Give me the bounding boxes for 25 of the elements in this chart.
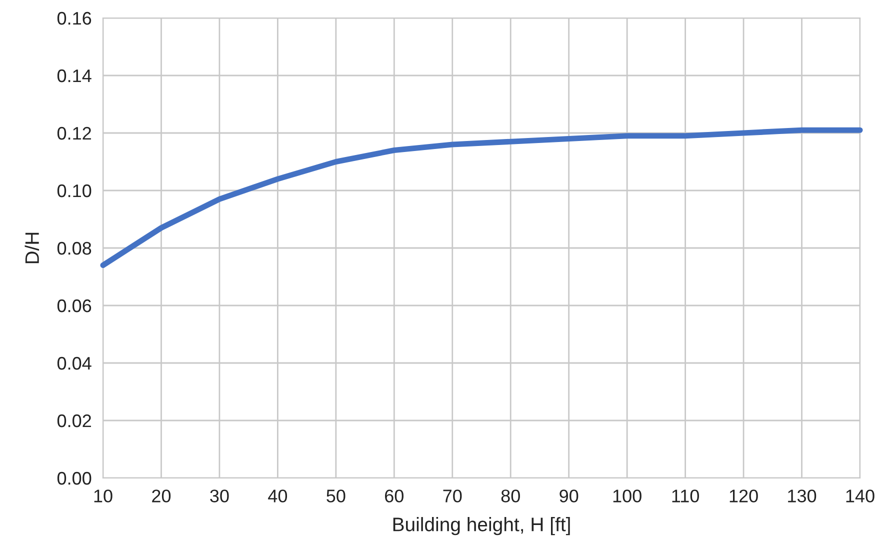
y-tick-label: 0.06 (57, 299, 92, 312)
x-tick-label: 80 (501, 490, 520, 502)
x-tick-label: 10 (94, 490, 112, 502)
x-tick-label: 30 (210, 490, 229, 502)
x-axis-title: Building height, H [ft] (393, 517, 570, 536)
x-tick-label: 20 (152, 490, 171, 502)
x-tick-label: 110 (672, 490, 699, 502)
x-tick-label: 120 (730, 490, 758, 502)
x-tick-label: 100 (613, 490, 642, 502)
y-tick-label: 0.12 (57, 126, 91, 140)
y-tick-label: 0.00 (57, 472, 92, 485)
x-tick-label: 90 (560, 490, 578, 502)
x-tick-label: 40 (268, 490, 288, 502)
x-tick-label: 60 (385, 490, 404, 502)
x-tick-label: 130 (788, 490, 816, 502)
y-axis-title: D/H (24, 232, 40, 264)
y-tick-label: 0.10 (57, 184, 92, 198)
x-tick-label: 70 (443, 490, 462, 502)
y-tick-label: 0.02 (57, 414, 91, 428)
x-tick-label: 140 (846, 490, 874, 502)
y-tick-label: 0.16 (57, 12, 92, 25)
x-tick-label: 50 (326, 490, 346, 502)
y-tick-label: 0.08 (57, 242, 92, 255)
y-tick-label: 0.14 (57, 69, 92, 82)
y-tick-label: 0.04 (57, 356, 92, 370)
